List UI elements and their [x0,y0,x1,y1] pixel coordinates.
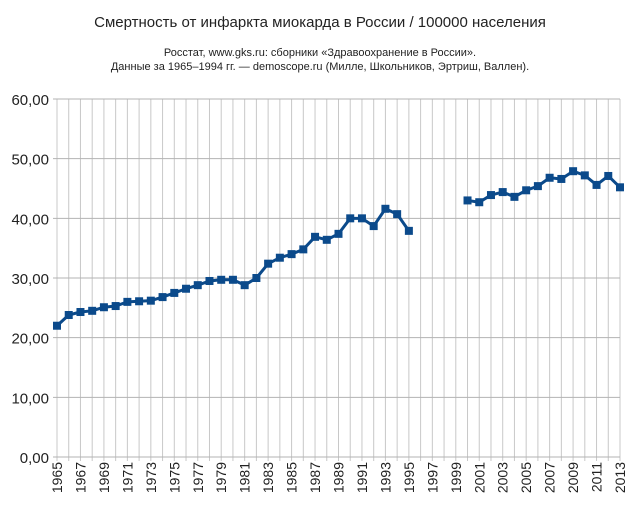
data-point [170,288,179,297]
data-point [240,281,249,290]
y-tick-label: 40,00 [11,211,49,228]
x-tick-label: 2003 [495,462,511,493]
data-point [510,192,519,201]
x-tick-label: 1971 [119,462,135,493]
data-point [346,214,355,223]
y-tick-label: 30,00 [11,271,49,288]
data-point [592,180,601,189]
data-point [357,214,366,223]
x-tick-label: 1979 [213,462,229,493]
data-point [463,196,472,205]
data-point [53,321,61,330]
x-tick-label: 1987 [307,462,323,493]
x-tick-label: 1965 [49,462,65,493]
chart-title: Смертность от инфаркта миокарда в России… [94,14,546,31]
data-point [404,226,413,235]
data-point [146,296,155,305]
data-point [557,174,566,183]
data-point [369,222,378,231]
chart-subtitle-line-2: Данные за 1965–1994 гг. — demoscope.ru (… [110,61,530,73]
data-point [299,245,308,254]
data-point [287,250,296,259]
x-tick-label: 1995 [401,462,417,493]
data-point [64,310,73,319]
chart-subtitle-line-1: Росстат, www.gks.ru: сборники «Здравоохр… [163,47,477,59]
x-tick-label: 2011 [589,462,605,492]
data-point [486,191,495,200]
data-point [217,275,226,284]
y-tick-label: 10,00 [11,390,49,407]
data-point [498,188,507,197]
x-tick-label: 2013 [612,462,628,493]
data-point [252,274,261,282]
y-tick-label: 50,00 [11,152,49,169]
x-tick-label: 1977 [190,462,206,493]
x-tick-label: 2007 [542,462,558,493]
data-point [616,183,624,192]
x-tick-label: 1973 [143,462,159,493]
x-tick-label: 1967 [72,462,88,493]
data-point [111,302,120,311]
data-point [158,293,167,302]
data-point [99,303,108,312]
data-point [123,297,132,306]
data-point [311,232,320,241]
data-point [135,297,144,306]
x-tick-label: 1997 [424,462,440,493]
x-tick-label: 1975 [166,462,182,493]
data-point [264,259,273,268]
x-tick-label: 1991 [354,462,370,493]
data-point [322,235,331,244]
y-tick-label: 20,00 [11,331,49,348]
x-tick-label: 1983 [260,462,276,493]
x-tick-label: 2001 [471,462,487,493]
data-point [228,275,237,284]
x-tick-label: 1993 [377,462,393,493]
data-point [182,284,191,293]
data-point [580,171,589,180]
data-point [205,276,214,285]
data-point [393,210,402,219]
data-point [193,281,202,290]
x-tick-label: 1999 [448,462,464,493]
data-point [545,173,554,182]
data-point [475,198,484,207]
y-tick-label: 60,00 [11,92,49,109]
y-tick-label: 0,00 [20,450,49,467]
x-tick-label: 1981 [237,462,253,493]
x-tick-label: 1989 [331,462,347,493]
data-point [334,229,343,238]
data-point [275,253,284,262]
data-point [604,171,613,180]
data-point [533,182,542,191]
x-tick-label: 1985 [284,462,300,493]
data-point [76,308,85,317]
data-point [381,204,390,213]
x-tick-label: 2009 [565,462,581,493]
data-point [569,167,578,176]
x-tick-label: 2005 [518,462,534,493]
data-point [522,186,531,195]
x-tick-label: 1969 [96,462,112,493]
data-point [88,306,97,315]
